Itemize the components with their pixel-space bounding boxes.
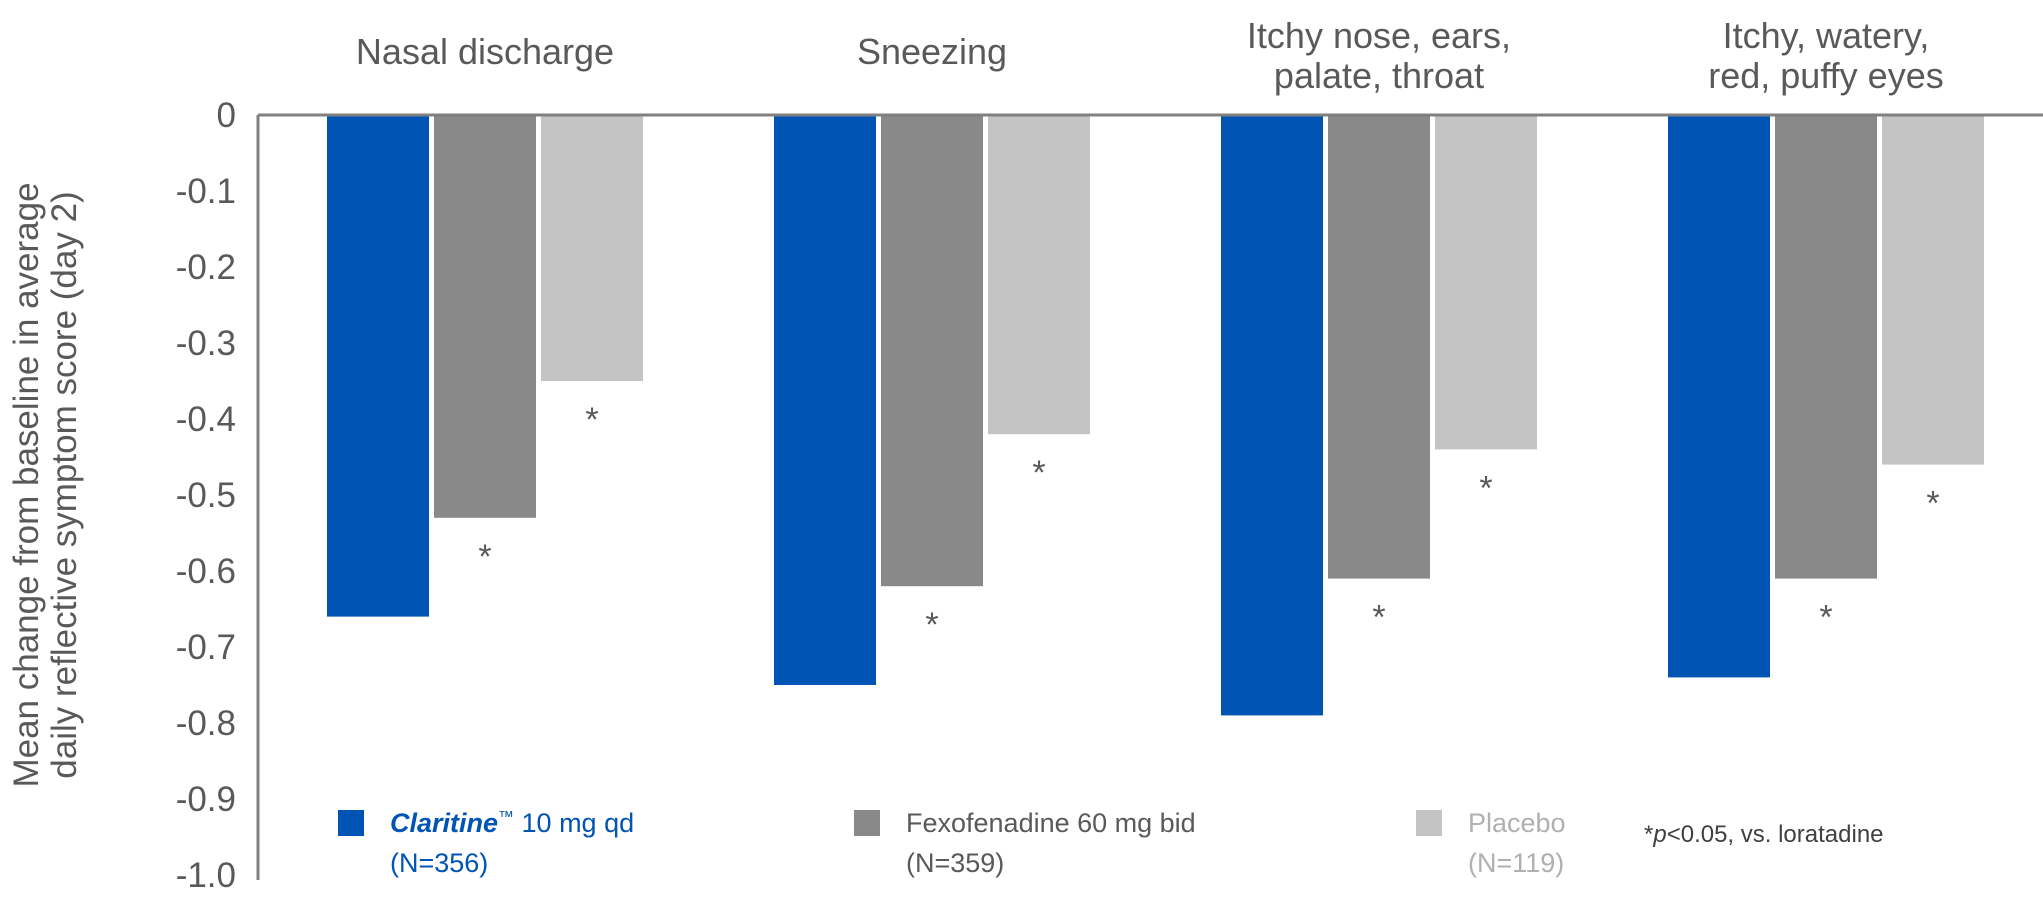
- significance-asterisk: *: [925, 606, 938, 644]
- y-tick-label: -1.0: [176, 856, 236, 895]
- significance-asterisk: *: [1032, 454, 1045, 492]
- legend-n: (N=356): [390, 848, 488, 878]
- legend-n: (N=359): [906, 848, 1004, 878]
- bar-claritine: [327, 115, 429, 617]
- bar-claritine: [774, 115, 876, 685]
- category-title: Itchy nose, ears,: [1247, 15, 1511, 56]
- bar-placebo: [541, 115, 643, 381]
- y-axis-ticks: 0 -0.1 -0.2 -0.3 -0.4 -0.5 -0.6 -0.7 -0.8 -0.9 -1.…: [176, 96, 236, 895]
- bar-fexofenadine: [881, 115, 983, 587]
- y-tick-label: -0.5: [176, 476, 236, 515]
- brand-name: Claritine: [390, 808, 498, 838]
- bar-fexofenadine: [434, 115, 536, 518]
- category-title: Sneezing: [857, 31, 1007, 72]
- y-tick-label: -0.1: [176, 172, 236, 211]
- significance-asterisk: *: [1926, 485, 1939, 523]
- legend-swatch: [338, 810, 364, 836]
- significance-asterisk: *: [1372, 599, 1385, 637]
- legend-swatch: [1416, 810, 1442, 836]
- y-tick-label: -0.9: [176, 780, 236, 819]
- y-tick-label: -0.6: [176, 552, 236, 591]
- y-tick-label: -0.3: [176, 324, 236, 363]
- significance-asterisk: *: [478, 538, 491, 576]
- y-tick-label: -0.2: [176, 248, 236, 287]
- category-title: palate, throat: [1274, 55, 1484, 96]
- y-tick-label: -0.8: [176, 704, 236, 743]
- legend: Claritine™ 10 mg qd (N=356) Fexofenadine 6…: [338, 808, 1566, 878]
- significance-asterisk: *: [1819, 599, 1832, 637]
- bar-placebo: [988, 115, 1090, 435]
- footnote-star: *: [1644, 821, 1653, 848]
- y-axis-label-line: Mean change from baseline in average: [7, 182, 46, 787]
- y-axis-label: Mean change from baseline in average dail…: [7, 182, 84, 787]
- significance-asterisk: *: [585, 401, 598, 439]
- footnote-text: <0.05, vs. loratadine: [1667, 821, 1884, 848]
- dose: 10 mg qd: [514, 808, 634, 838]
- bar-placebo: [1882, 115, 1984, 465]
- bar-claritine: [1221, 115, 1323, 716]
- category-titles: Nasal discharge Sneezing Itchy nose, ears,…: [356, 15, 1944, 96]
- legend-label: Placebo: [1468, 808, 1566, 838]
- bar-fexofenadine: [1328, 115, 1430, 579]
- bar-placebo: [1435, 115, 1537, 450]
- footnote: *p<0.05, vs. loratadine: [1644, 821, 1884, 848]
- legend-label: Fexofenadine 60 mg bid: [906, 808, 1196, 838]
- category-title: red, puffy eyes: [1708, 55, 1943, 96]
- significance-asterisk: *: [1479, 469, 1492, 507]
- y-tick-label: 0: [217, 96, 236, 135]
- legend-swatch: [854, 810, 880, 836]
- bar-claritine: [1668, 115, 1770, 678]
- category-title: Nasal discharge: [356, 31, 614, 72]
- y-tick-label: -0.7: [176, 628, 236, 667]
- footnote-p: p: [1652, 821, 1666, 848]
- legend-n: (N=119): [1468, 848, 1564, 878]
- y-axis-label-line: daily reflective symptom score (day 2): [45, 191, 84, 778]
- legend-label: Claritine™ 10 mg qd: [390, 808, 634, 838]
- y-tick-label: -0.4: [176, 400, 236, 439]
- trademark: ™: [498, 809, 514, 826]
- bar-fexofenadine: [1775, 115, 1877, 579]
- bars: * * * * * * * *: [327, 115, 1984, 716]
- category-title: Itchy, watery,: [1723, 15, 1930, 56]
